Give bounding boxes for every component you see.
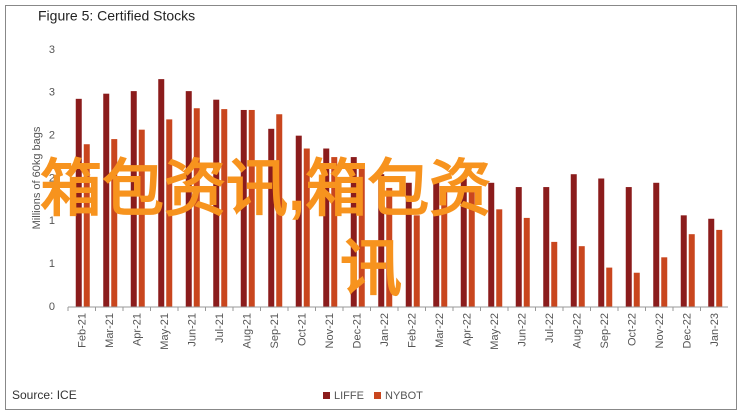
x-tick-label: Aug-21 [242,313,254,348]
x-tick-label: May-22 [489,313,501,350]
x-tick-label: Jan-23 [709,313,721,347]
watermark: 箱包资讯,箱包资 [40,155,491,224]
bar [138,129,145,307]
x-tick-label: Aug-22 [572,313,584,348]
bar [248,109,255,307]
bar [350,157,357,307]
bar [358,164,365,307]
y-tick-label: 1 [49,258,55,270]
legend-label: LIFFE [334,390,364,402]
bar [468,187,475,307]
watermark: 讯 [340,235,402,304]
bar [130,91,137,308]
y-tick-label: 3 [49,44,55,56]
x-tick-label: Mar-22 [434,313,446,348]
y-axis-label: Millions of 60kg bags [31,126,43,229]
x-tick-label: Apr-22 [462,313,474,346]
y-tick-label: 2 [49,172,55,184]
x-tick-label: Nov-21 [324,313,336,348]
chart-title: Figure 5: Certified Stocks [38,8,195,24]
bar [378,174,385,307]
bar [633,272,640,307]
bar [185,91,192,308]
bar [111,139,118,307]
bar [213,99,220,307]
x-tick-label: Jun-21 [187,313,199,347]
bar [405,182,412,307]
bar [433,178,440,307]
x-tick-label: May-21 [159,313,171,350]
x-tick-label: Sep-22 [599,313,611,348]
bar [158,79,165,307]
x-tick-label: Jul-21 [214,313,226,343]
bar [606,267,613,307]
y-tick-label: 1 [49,215,55,227]
bar [570,174,577,307]
x-tick-label: Oct-22 [627,313,639,346]
bar [221,109,228,307]
x-tick-label: Feb-21 [77,313,89,348]
bar [680,215,687,307]
bar [708,218,715,307]
bar [103,93,110,307]
bar [661,257,668,307]
x-tick-label: Dec-21 [352,313,364,348]
bar [688,234,695,307]
bar [716,229,723,307]
bar [75,98,82,307]
bar [460,178,467,307]
bar [303,148,310,307]
x-tick-label: Feb-22 [407,313,419,348]
source: Source: ICE [12,388,77,402]
x-tick-label: Apr-21 [132,313,144,346]
y-tick-label: 3 [49,87,55,99]
bar [515,187,522,307]
bar [598,178,605,307]
bar [496,209,503,307]
bar [193,108,200,308]
x-tick-label: Jun-22 [517,313,529,347]
x-tick-label: Jul-22 [544,313,556,343]
x-tick-label: Oct-21 [297,313,309,346]
bar [625,187,632,307]
legend-swatch [323,392,330,399]
legend-swatch [374,392,381,399]
bar [331,157,338,307]
bar [295,135,302,307]
x-tick-label: Nov-22 [654,313,666,348]
bar [441,191,448,307]
bar [268,128,275,307]
x-tick-label: Mar-21 [104,313,116,348]
bar [166,119,173,307]
x-tick-label: Jan-22 [379,313,391,347]
frame [5,5,737,410]
y-tick-label: 0 [49,301,55,313]
bar [323,148,330,307]
x-tick-label: Dec-22 [682,313,694,348]
y-tick-label: 2 [49,130,55,142]
bar [551,241,558,307]
bar [413,215,420,307]
bar [578,246,585,307]
x-tick-label: Sep-21 [269,313,281,348]
bar [276,114,283,307]
bar [653,182,660,307]
bar [488,182,495,307]
bar [240,109,247,307]
bar [386,187,393,307]
bar [83,144,90,307]
legend-label: NYBOT [385,390,423,402]
bar [523,217,530,307]
bar [543,187,550,307]
